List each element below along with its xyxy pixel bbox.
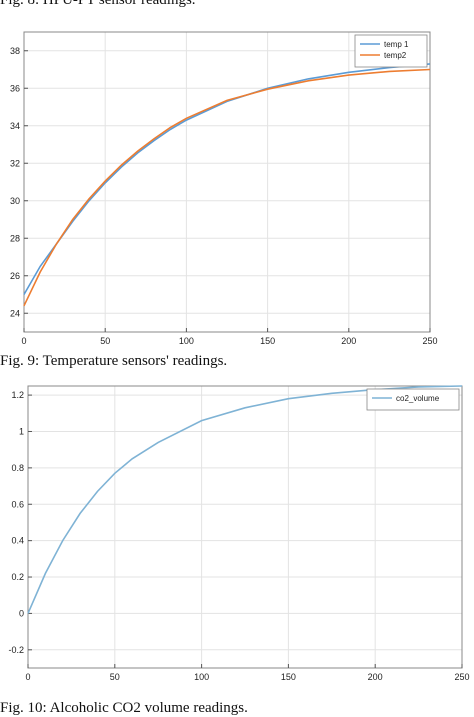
co2-chart-y-tick-label: 0.2 (11, 572, 24, 582)
figure-8-caption: Fig. 8: HPU-PT sensor readings. (0, 0, 196, 8)
temp-chart-series-line-2 (23, 68, 431, 307)
co2-chart-x-tick-label: 100 (194, 672, 209, 682)
co2-chart-x-tick-label: 50 (110, 672, 120, 682)
co2-chart-y-tick-label: 0 (19, 608, 24, 618)
temp-chart-x-tick-label: 150 (260, 336, 275, 346)
temp-chart-legend-label: temp2 (384, 51, 407, 60)
co2-chart-x-tick-label: 250 (454, 672, 469, 682)
temp-chart-y-tick-label: 24 (10, 308, 20, 318)
temperature-chart: 0 50 100 150 200 250 24 26 28 30 32 34 36 38 temp 1 tem… (10, 31, 438, 346)
co2-chart-x-tick-label: 150 (281, 672, 296, 682)
co2-chart-plot-area (28, 386, 462, 668)
co2-chart-x-tick-label: 0 (25, 672, 30, 682)
co2-chart-x-tick-label: 200 (368, 672, 383, 682)
co2-chart-legend-box (366, 388, 460, 411)
temp-chart-x-tick-label: 100 (179, 336, 194, 346)
co2-chart-legend-label: co2_volume (396, 394, 440, 403)
temp-chart-x-tick-label: 0 (21, 336, 26, 346)
temp-chart-x-tick-label: 250 (422, 336, 437, 346)
co2-chart-axes-frame (27, 385, 463, 669)
temp-chart-x-tick-label: 50 (100, 336, 110, 346)
temp-chart-y-tick-label: 36 (10, 83, 20, 93)
co2-chart-y-tick-label: 0.8 (11, 463, 24, 473)
figure-9-caption: Fig. 9: Temperature sensors' readings. (0, 353, 228, 369)
temp-chart-y-tick-label: 30 (10, 196, 20, 206)
co2-chart-y-tick-label: 0.4 (11, 536, 24, 546)
co2-chart-series-line-1 (27, 385, 463, 614)
temp-chart-legend-label: temp 1 (384, 40, 409, 49)
co2-chart-y-tick-label: 1 (19, 426, 24, 436)
temp-chart-x-tick-label: 200 (341, 336, 356, 346)
temp-chart-y-tick-label: 38 (10, 46, 20, 56)
temp-chart-plot-area (24, 32, 430, 332)
temp-chart-y-tick-label: 28 (10, 233, 20, 243)
co2-volume-chart: 0 50 100 150 200 250 -0.2 0 0.2 0.4 0.6 0.8 1 1.2 co2_… (8, 385, 470, 682)
co2-chart-y-tick-label: 0.6 (11, 499, 24, 509)
temp-chart-axes-frame (23, 31, 431, 333)
temp-chart-y-tick-label: 34 (10, 121, 20, 131)
figure-10-caption: Fig. 10: Alcoholic CO2 volume readings. (0, 700, 248, 716)
temp-chart-y-tick-label: 26 (10, 271, 20, 281)
temp-chart-legend-box (354, 34, 428, 68)
co2-chart-y-tick-label: -0.2 (8, 645, 24, 655)
co2-chart-y-tick-label: 1.2 (11, 390, 24, 400)
temp-chart-y-tick-label: 32 (10, 158, 20, 168)
